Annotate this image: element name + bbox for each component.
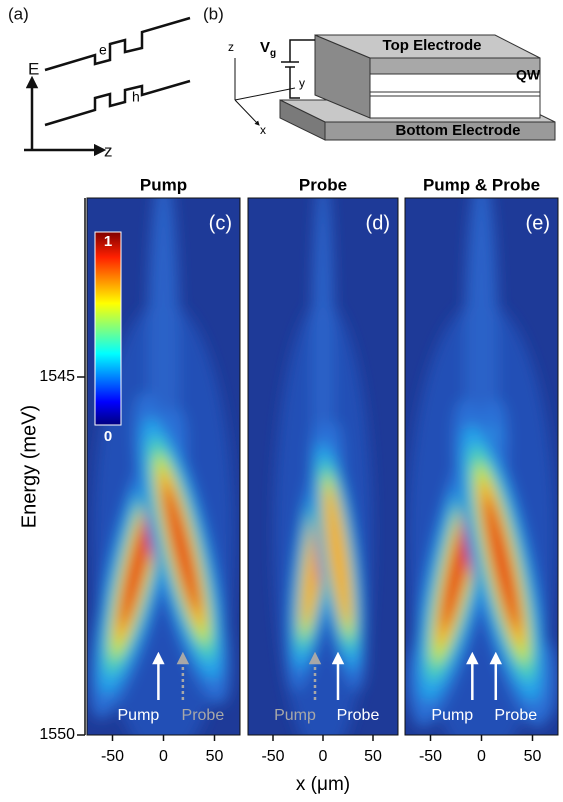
heatmap	[405, 198, 558, 735]
arrow-label: Probe	[337, 707, 380, 724]
qw-label: QW	[516, 67, 541, 83]
heatmap-blobs	[89, 198, 234, 735]
y-tick-label: 1545	[39, 368, 75, 385]
axis-label: y	[299, 76, 305, 90]
panel-label: (c)	[209, 212, 232, 234]
valence-band	[44, 79, 191, 127]
x-axis-label: x (μm)	[296, 774, 350, 795]
axis-label: z	[104, 141, 113, 160]
bottom-electrode	[279, 99, 326, 141]
schematic-b: (b) Top Electrode Bottom Electrode QW Vg…	[203, 4, 556, 141]
electron-label: e	[99, 42, 107, 58]
voltage-subscript: g	[270, 48, 276, 59]
panel-title: Pump & Probe	[423, 175, 540, 194]
colorbar-tick-label: 0	[104, 428, 112, 445]
x-tick-label: 0	[159, 748, 168, 765]
panel-label: (a)	[8, 4, 29, 23]
top-electrode	[369, 57, 541, 75]
heatmap	[248, 198, 398, 735]
x-tick-label: -50	[419, 748, 442, 765]
x-tick-label: 50	[206, 748, 224, 765]
x-tick-label: 0	[319, 748, 328, 765]
x-tick-label: 50	[364, 748, 382, 765]
top-electrode	[314, 34, 541, 59]
panel-title: Probe	[299, 175, 347, 194]
schematic-a: (a) E z e h	[8, 4, 191, 160]
axis-label: z	[228, 40, 234, 54]
x-tick-label: -50	[101, 748, 124, 765]
heatmap-lobe	[325, 486, 351, 626]
hole-label: h	[132, 89, 140, 105]
panel-label: (d)	[366, 212, 390, 234]
y-axis-label: Energy (meV)	[18, 405, 40, 528]
panel-title: Pump	[140, 175, 187, 194]
panel-label: (e)	[526, 212, 550, 234]
heatmap-lobe	[484, 496, 519, 630]
heatmap-blobs	[407, 198, 558, 735]
heatmap	[87, 198, 240, 735]
colorbar	[94, 231, 122, 426]
coord-axes	[234, 58, 296, 124]
voltage-symbol: V	[260, 39, 270, 56]
arrow-label: Pump	[118, 707, 160, 724]
heatmap-lobe	[120, 500, 156, 627]
y-tick-label: 1550	[39, 726, 75, 743]
x-tick-label: -50	[261, 748, 284, 765]
arrow-label: Pump	[431, 707, 473, 724]
panel-label: (b)	[203, 4, 224, 23]
heatmap-blobs	[274, 198, 372, 735]
bottom-electrode-label: Bottom Electrode	[395, 122, 520, 139]
x-tick-label: 0	[477, 748, 486, 765]
x-tick-label: 50	[524, 748, 542, 765]
voltage-label: Vg	[260, 39, 276, 59]
heatmap-lobe	[164, 485, 199, 612]
colorbar-tick-label: 1	[104, 233, 112, 250]
axis-label: x	[260, 123, 266, 137]
circuit	[281, 39, 315, 99]
arrow-label: Pump	[274, 707, 316, 724]
arrow-label: Probe	[494, 707, 537, 724]
conduction-band	[44, 16, 191, 72]
axis-label: E	[28, 59, 39, 78]
top-electrode-label: Top Electrode	[383, 37, 482, 54]
arrow-label: Probe	[182, 707, 225, 724]
